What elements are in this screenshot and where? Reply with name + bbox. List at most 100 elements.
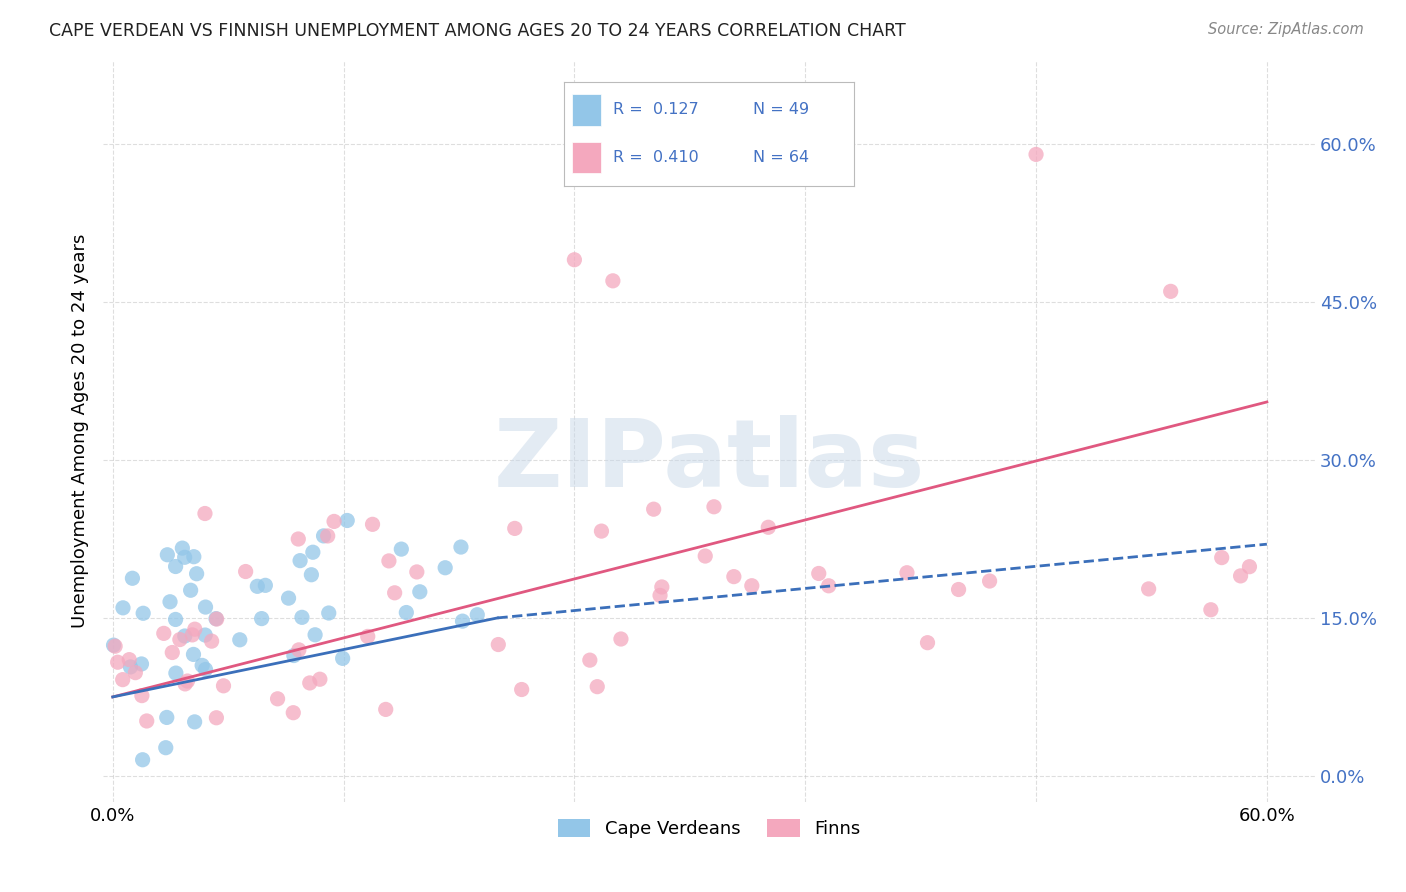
Point bbox=[121, 571, 143, 585]
Point bbox=[1239, 559, 1261, 574]
Point bbox=[174, 677, 197, 691]
Point bbox=[277, 591, 299, 606]
Point bbox=[205, 612, 228, 626]
Point bbox=[389, 542, 412, 557]
Point bbox=[741, 579, 763, 593]
Point bbox=[318, 606, 340, 620]
Point bbox=[194, 600, 217, 615]
Point bbox=[586, 680, 609, 694]
Point bbox=[173, 629, 195, 643]
Y-axis label: Unemployment Among Ages 20 to 24 years: Unemployment Among Ages 20 to 24 years bbox=[72, 234, 89, 628]
Point bbox=[155, 740, 177, 755]
Text: Source: ZipAtlas.com: Source: ZipAtlas.com bbox=[1208, 22, 1364, 37]
Point bbox=[194, 507, 217, 521]
Point bbox=[183, 549, 205, 564]
Point bbox=[817, 579, 839, 593]
Point bbox=[152, 626, 174, 640]
Point bbox=[361, 517, 384, 532]
Point bbox=[131, 753, 153, 767]
Point bbox=[194, 663, 217, 677]
Point bbox=[450, 540, 472, 554]
Point bbox=[111, 673, 134, 687]
Point bbox=[591, 524, 613, 538]
Point bbox=[304, 628, 326, 642]
Point bbox=[131, 689, 153, 703]
Point bbox=[298, 676, 321, 690]
Point bbox=[703, 500, 725, 514]
Point bbox=[579, 653, 602, 667]
Point bbox=[336, 514, 359, 528]
Point bbox=[266, 691, 288, 706]
Point bbox=[564, 252, 586, 267]
Point bbox=[250, 611, 273, 625]
Point bbox=[254, 578, 277, 592]
Point bbox=[1199, 603, 1222, 617]
Point bbox=[288, 643, 311, 657]
Point bbox=[896, 566, 918, 580]
Point bbox=[159, 595, 181, 609]
Point bbox=[434, 560, 457, 574]
Point bbox=[378, 554, 401, 568]
Point bbox=[465, 607, 488, 622]
Text: ZIPatlas: ZIPatlas bbox=[494, 415, 925, 507]
Point bbox=[302, 545, 325, 559]
Point bbox=[183, 714, 205, 729]
Point bbox=[503, 521, 526, 535]
Point bbox=[165, 612, 187, 626]
Point bbox=[312, 529, 335, 543]
Point bbox=[120, 660, 142, 674]
Point bbox=[374, 702, 396, 716]
Point bbox=[948, 582, 970, 597]
Point bbox=[451, 614, 474, 628]
Point bbox=[169, 632, 191, 647]
Point bbox=[176, 674, 198, 689]
Point bbox=[135, 714, 157, 728]
Point bbox=[186, 566, 208, 581]
Point bbox=[610, 632, 633, 646]
Point bbox=[235, 565, 257, 579]
Point bbox=[357, 629, 380, 643]
Point bbox=[104, 639, 127, 653]
Point bbox=[131, 657, 153, 671]
Point bbox=[183, 648, 205, 662]
Point bbox=[283, 706, 305, 720]
Point bbox=[1025, 147, 1047, 161]
Point bbox=[180, 583, 202, 598]
Point bbox=[384, 586, 406, 600]
Point bbox=[316, 529, 339, 543]
Point bbox=[165, 559, 187, 574]
Point bbox=[118, 653, 141, 667]
Point bbox=[212, 679, 235, 693]
Point bbox=[917, 636, 939, 650]
Point bbox=[156, 710, 179, 724]
Point bbox=[510, 682, 533, 697]
Point bbox=[246, 579, 269, 593]
Point bbox=[979, 574, 1001, 588]
Point bbox=[405, 565, 427, 579]
Point bbox=[107, 655, 129, 669]
Point bbox=[194, 628, 217, 642]
Point bbox=[695, 549, 717, 563]
Point bbox=[288, 554, 311, 568]
Point bbox=[201, 634, 224, 648]
Point bbox=[132, 607, 155, 621]
Point bbox=[287, 532, 309, 546]
Point bbox=[156, 548, 179, 562]
Point bbox=[191, 658, 214, 673]
Point bbox=[723, 569, 745, 583]
Point bbox=[486, 638, 509, 652]
Point bbox=[1229, 569, 1251, 583]
Point bbox=[165, 666, 187, 681]
Point bbox=[111, 600, 134, 615]
Point bbox=[602, 274, 624, 288]
Point bbox=[124, 665, 146, 680]
Point bbox=[103, 638, 125, 652]
Point bbox=[1211, 550, 1233, 565]
Point bbox=[409, 584, 432, 599]
Point bbox=[184, 622, 207, 636]
Point bbox=[643, 502, 665, 516]
Point bbox=[651, 580, 673, 594]
Point bbox=[299, 567, 322, 582]
Point bbox=[291, 610, 314, 624]
Point bbox=[1137, 582, 1160, 596]
